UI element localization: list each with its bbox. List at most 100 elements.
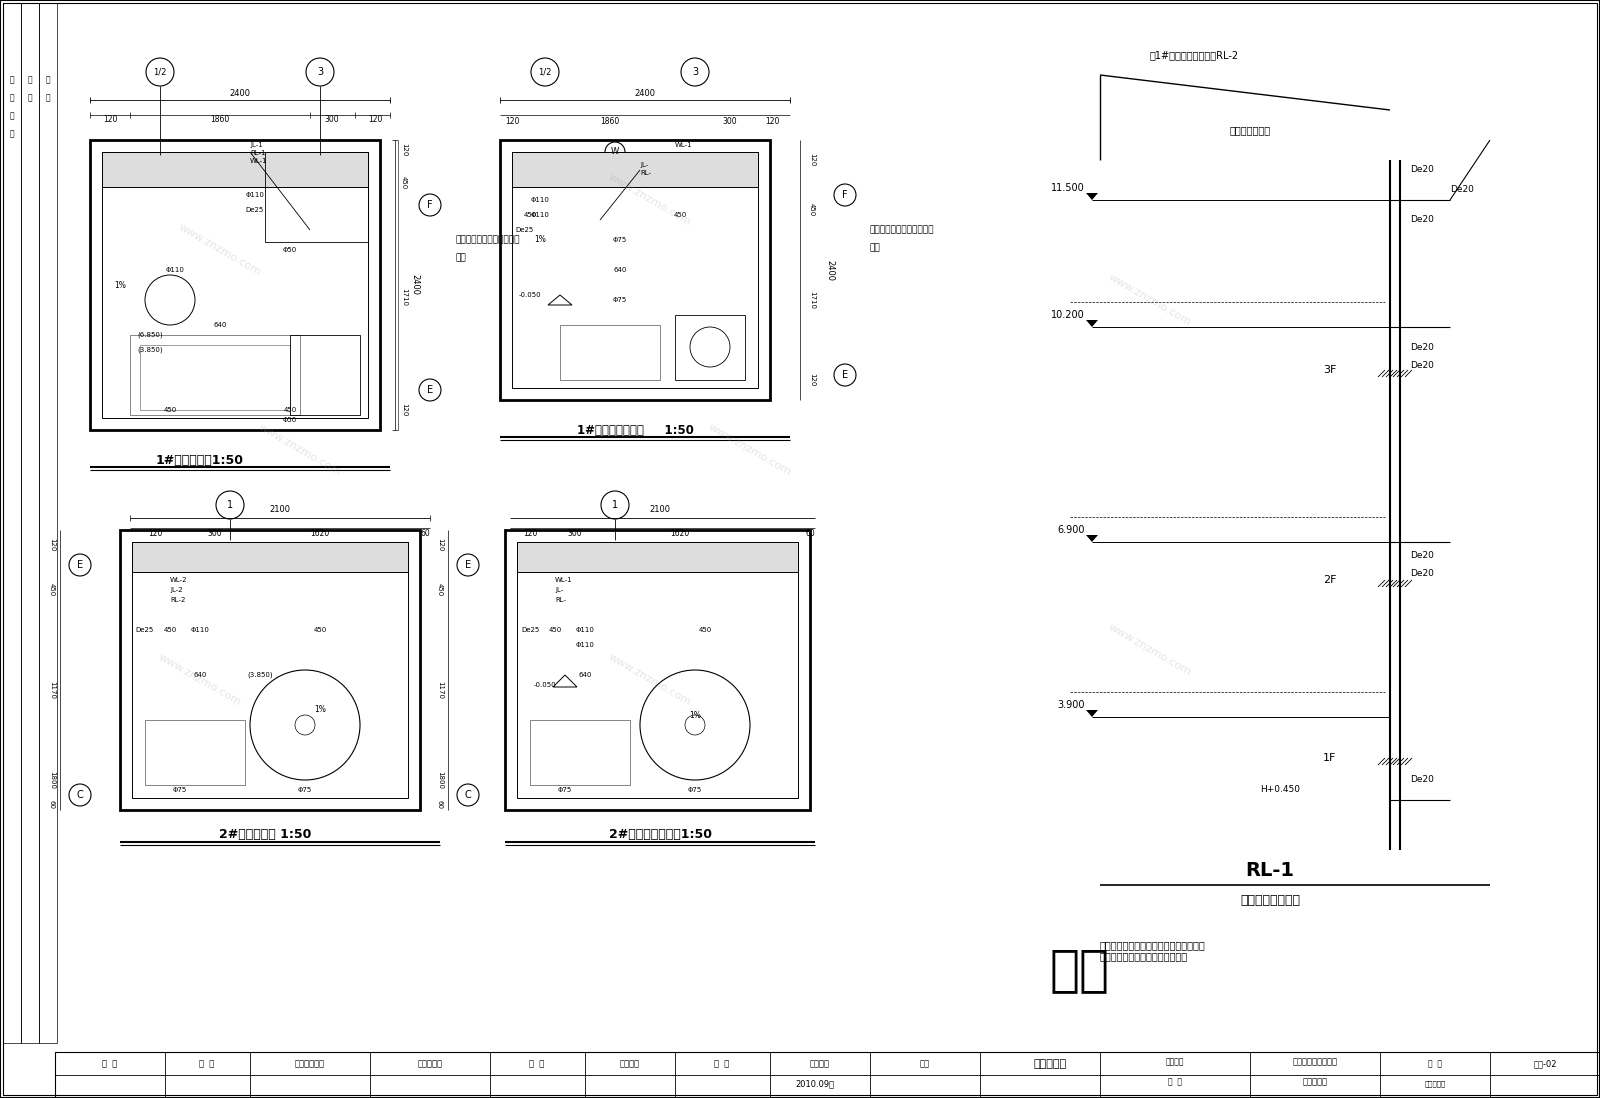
Text: 1170: 1170 — [437, 681, 443, 699]
Text: www.znzmo.com: www.znzmo.com — [1107, 623, 1194, 677]
Text: 纸: 纸 — [27, 93, 32, 102]
Text: Φ75: Φ75 — [613, 237, 627, 243]
Text: 制  图: 制 图 — [714, 1060, 730, 1068]
Text: 余同: 余同 — [454, 254, 466, 262]
Text: JL-: JL- — [555, 587, 563, 593]
Text: 3F: 3F — [1323, 365, 1336, 376]
Text: 1170: 1170 — [50, 681, 54, 699]
Text: 卫生间详图: 卫生间详图 — [1034, 1058, 1067, 1069]
Text: Φ50: Φ50 — [283, 247, 298, 253]
Text: RL-2: RL-2 — [170, 597, 186, 603]
Text: 2400: 2400 — [411, 274, 419, 295]
Text: www.znzmo.com: www.znzmo.com — [258, 423, 342, 478]
Text: 300: 300 — [723, 116, 738, 125]
Text: 1: 1 — [611, 500, 618, 509]
Text: Φ110: Φ110 — [531, 197, 549, 203]
Text: Φ75: Φ75 — [173, 787, 187, 793]
Text: 给水支管二次装修深化设计: 给水支管二次装修深化设计 — [870, 225, 934, 235]
Text: 工种负责人: 工种负责人 — [418, 1060, 443, 1068]
Bar — [146, 720, 245, 785]
Text: 60: 60 — [437, 800, 443, 809]
Text: 1F: 1F — [1323, 753, 1336, 763]
Text: 1620: 1620 — [670, 529, 690, 538]
Text: Φ50: Φ50 — [283, 417, 298, 423]
Bar — [512, 152, 758, 187]
Text: 设计计算: 设计计算 — [621, 1060, 640, 1068]
Text: 准: 准 — [10, 130, 14, 138]
Text: RL-1: RL-1 — [1245, 861, 1294, 879]
Bar — [54, 1052, 1600, 1098]
Text: 450: 450 — [163, 627, 176, 634]
Text: 60: 60 — [805, 529, 814, 538]
Text: 太阳能给水系统图: 太阳能给水系统图 — [1240, 894, 1299, 907]
Text: 2F: 2F — [1323, 575, 1336, 585]
Text: C: C — [77, 789, 83, 800]
Text: www.znzmo.com: www.znzmo.com — [606, 652, 693, 708]
Text: De20: De20 — [1410, 569, 1434, 578]
Text: 2400: 2400 — [826, 259, 835, 280]
Text: 3: 3 — [317, 67, 323, 77]
Text: 标: 标 — [10, 112, 14, 121]
Bar — [141, 345, 290, 410]
Text: De25: De25 — [136, 627, 154, 634]
Text: 审  核: 审 核 — [200, 1060, 214, 1068]
Text: 120: 120 — [102, 115, 117, 124]
Text: 2400: 2400 — [635, 89, 656, 98]
Text: 300: 300 — [325, 115, 339, 124]
Text: 制: 制 — [46, 76, 50, 85]
Bar — [512, 152, 758, 388]
Text: 120: 120 — [50, 538, 54, 551]
Bar — [38, 3, 58, 1043]
Text: www.znzmo.com: www.znzmo.com — [157, 652, 243, 708]
Polygon shape — [1086, 535, 1098, 542]
Polygon shape — [1086, 710, 1098, 717]
Text: 1/2: 1/2 — [538, 67, 552, 77]
Text: 图号: 图号 — [920, 1060, 930, 1068]
Text: 120: 120 — [402, 403, 406, 416]
Text: Φ75: Φ75 — [558, 787, 573, 793]
Text: 120: 120 — [810, 154, 814, 167]
Bar — [131, 542, 408, 798]
Text: 450: 450 — [437, 583, 443, 596]
Text: 2#卫生间大样 1:50: 2#卫生间大样 1:50 — [219, 829, 310, 841]
Text: 设计总负责人: 设计总负责人 — [294, 1060, 325, 1068]
Text: 出图日期: 出图日期 — [810, 1060, 830, 1068]
Text: 1: 1 — [227, 500, 234, 509]
Text: 接太阳能热水器: 接太阳能热水器 — [1230, 125, 1270, 135]
Text: De20: De20 — [1410, 343, 1434, 351]
Text: WL-1: WL-1 — [555, 578, 573, 583]
Text: C: C — [464, 789, 472, 800]
Text: 450: 450 — [314, 627, 326, 634]
Bar — [560, 325, 661, 380]
Text: 640: 640 — [194, 672, 206, 677]
Text: Φ110: Φ110 — [576, 642, 595, 648]
Text: 6.900: 6.900 — [1058, 525, 1085, 535]
Text: WL-1: WL-1 — [250, 158, 267, 164]
Text: F: F — [427, 200, 434, 210]
Text: www.znzmo.com: www.znzmo.com — [1107, 272, 1194, 327]
Text: 300: 300 — [568, 529, 582, 538]
Text: 1#卫生间大样1:50: 1#卫生间大样1:50 — [157, 453, 243, 467]
Text: 1800: 1800 — [50, 771, 54, 789]
Text: 2#底层卫生间大样1:50: 2#底层卫生间大样1:50 — [608, 829, 712, 841]
Text: 450: 450 — [810, 203, 814, 216]
Text: 1%: 1% — [534, 235, 546, 245]
Text: 450: 450 — [523, 212, 536, 219]
Polygon shape — [1086, 320, 1098, 327]
Text: 余同: 余同 — [870, 244, 880, 253]
Text: 1800: 1800 — [437, 771, 443, 789]
Text: 1710: 1710 — [402, 288, 406, 306]
Text: 1#底层卫生间大样     1:50: 1#底层卫生间大样 1:50 — [576, 424, 693, 437]
Text: W: W — [611, 147, 619, 157]
Text: 120: 120 — [147, 529, 162, 538]
Text: 1/2: 1/2 — [154, 67, 166, 77]
Text: WL-1: WL-1 — [675, 142, 693, 148]
Text: E: E — [427, 385, 434, 395]
Text: 450: 450 — [163, 407, 176, 413]
Text: 工程总称: 工程总称 — [1166, 1057, 1184, 1066]
Text: Φ110: Φ110 — [165, 267, 184, 273]
Bar — [130, 335, 301, 415]
Text: RL-1: RL-1 — [250, 150, 266, 156]
Text: WL-2: WL-2 — [170, 578, 187, 583]
Text: De20: De20 — [1410, 215, 1434, 224]
